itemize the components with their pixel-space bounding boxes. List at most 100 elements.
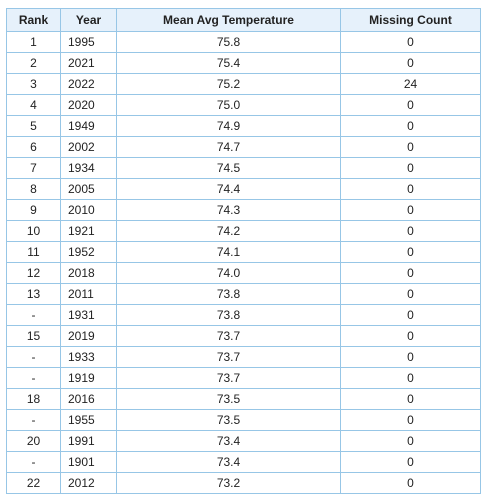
cell-year: 2002: [60, 136, 117, 158]
table-row: 18 2016 73.5 0: [6, 388, 481, 410]
table-row: 3 2022 75.2 24: [6, 73, 481, 95]
cell-mean-avg-temperature: 74.2: [116, 220, 341, 242]
cell-rank: 4: [6, 94, 61, 116]
cell-mean-avg-temperature: 74.1: [116, 241, 341, 263]
table-row: -1933 73.7 0: [6, 346, 481, 368]
cell-year: 2019: [60, 325, 117, 347]
cell-rank: 6: [6, 136, 61, 158]
cell-missing-count: 0: [340, 409, 481, 431]
cell-missing-count: 0: [340, 304, 481, 326]
header-mean-avg-temperature: Mean Avg Temperature: [116, 8, 341, 32]
cell-rank: -: [6, 367, 61, 389]
cell-year: 2005: [60, 178, 117, 200]
cell-rank: 9: [6, 199, 61, 221]
cell-rank: 11: [6, 241, 61, 263]
table-row: 12 2018 74.0 0: [6, 262, 481, 284]
table-row: 1 1995 75.8 0: [6, 31, 481, 53]
cell-mean-avg-temperature: 75.0: [116, 94, 341, 116]
table-row: -1955 73.5 0: [6, 409, 481, 431]
cell-mean-avg-temperature: 73.7: [116, 325, 341, 347]
cell-year: 2011: [60, 283, 117, 305]
cell-year: 1931: [60, 304, 117, 326]
cell-missing-count: 0: [340, 262, 481, 284]
cell-missing-count: 0: [340, 115, 481, 137]
cell-missing-count: 0: [340, 199, 481, 221]
cell-missing-count: 0: [340, 220, 481, 242]
cell-rank: 20: [6, 430, 61, 452]
cell-rank: -: [6, 346, 61, 368]
cell-missing-count: 24: [340, 73, 481, 95]
cell-year: 1933: [60, 346, 117, 368]
table-row: -1901 73.4 0: [6, 451, 481, 473]
table-row: 4 2020 75.0 0: [6, 94, 481, 116]
cell-year: 1991: [60, 430, 117, 452]
cell-missing-count: 0: [340, 157, 481, 179]
cell-rank: 12: [6, 262, 61, 284]
cell-missing-count: 0: [340, 52, 481, 74]
cell-mean-avg-temperature: 73.5: [116, 409, 341, 431]
cell-year: 2018: [60, 262, 117, 284]
table-row: 9 2010 74.3 0: [6, 199, 481, 221]
cell-mean-avg-temperature: 73.4: [116, 430, 341, 452]
cell-missing-count: 0: [340, 430, 481, 452]
cell-rank: 5: [6, 115, 61, 137]
cell-year: 2021: [60, 52, 117, 74]
cell-mean-avg-temperature: 74.0: [116, 262, 341, 284]
cell-rank: -: [6, 409, 61, 431]
table-row: 20 1991 73.4 0: [6, 430, 481, 452]
table-row: 7 1934 74.5 0: [6, 157, 481, 179]
rankings-table: Rank Year Mean Avg Temperature Missing C…: [6, 8, 481, 494]
cell-rank: -: [6, 304, 61, 326]
table-row: 11 1952 74.1 0: [6, 241, 481, 263]
cell-mean-avg-temperature: 73.7: [116, 367, 341, 389]
cell-mean-avg-temperature: 74.3: [116, 199, 341, 221]
cell-mean-avg-temperature: 73.8: [116, 283, 341, 305]
cell-mean-avg-temperature: 73.4: [116, 451, 341, 473]
cell-mean-avg-temperature: 73.2: [116, 472, 341, 494]
cell-missing-count: 0: [340, 451, 481, 473]
table-row: 10 1921 74.2 0: [6, 220, 481, 242]
cell-rank: 3: [6, 73, 61, 95]
cell-year: 1995: [60, 31, 117, 53]
cell-mean-avg-temperature: 75.2: [116, 73, 341, 95]
cell-rank: 10: [6, 220, 61, 242]
cell-year: 2010: [60, 199, 117, 221]
cell-missing-count: 0: [340, 346, 481, 368]
cell-mean-avg-temperature: 75.4: [116, 52, 341, 74]
cell-mean-avg-temperature: 74.4: [116, 178, 341, 200]
cell-year: 2022: [60, 73, 117, 95]
table-row: 2 2021 75.4 0: [6, 52, 481, 74]
cell-rank: 2: [6, 52, 61, 74]
cell-year: 1921: [60, 220, 117, 242]
cell-mean-avg-temperature: 74.9: [116, 115, 341, 137]
cell-mean-avg-temperature: 73.7: [116, 346, 341, 368]
cell-missing-count: 0: [340, 178, 481, 200]
cell-missing-count: 0: [340, 388, 481, 410]
cell-rank: 22: [6, 472, 61, 494]
table-row: 13 2011 73.8 0: [6, 283, 481, 305]
cell-year: 1919: [60, 367, 117, 389]
cell-year: 2012: [60, 472, 117, 494]
cell-rank: 7: [6, 157, 61, 179]
table-row: 5 1949 74.9 0: [6, 115, 481, 137]
cell-year: 1952: [60, 241, 117, 263]
header-row: Rank Year Mean Avg Temperature Missing C…: [6, 8, 481, 32]
header-rank: Rank: [6, 8, 61, 32]
header-missing-count: Missing Count: [340, 8, 481, 32]
cell-rank: 1: [6, 31, 61, 53]
table-row: -1931 73.8 0: [6, 304, 481, 326]
cell-rank: 15: [6, 325, 61, 347]
table-row: 22 2012 73.2 0: [6, 472, 481, 494]
table-body: 1 1995 75.8 0 2 2021 75.4 0 3 2022 75.2 24 4 2020 75.0…: [6, 31, 481, 494]
cell-missing-count: 0: [340, 136, 481, 158]
cell-year: 1901: [60, 451, 117, 473]
table-row: 15 2019 73.7 0: [6, 325, 481, 347]
cell-missing-count: 0: [340, 325, 481, 347]
cell-missing-count: 0: [340, 367, 481, 389]
table-row: -1919 73.7 0: [6, 367, 481, 389]
cell-year: 1934: [60, 157, 117, 179]
cell-missing-count: 0: [340, 472, 481, 494]
cell-mean-avg-temperature: 74.5: [116, 157, 341, 179]
cell-missing-count: 0: [340, 283, 481, 305]
